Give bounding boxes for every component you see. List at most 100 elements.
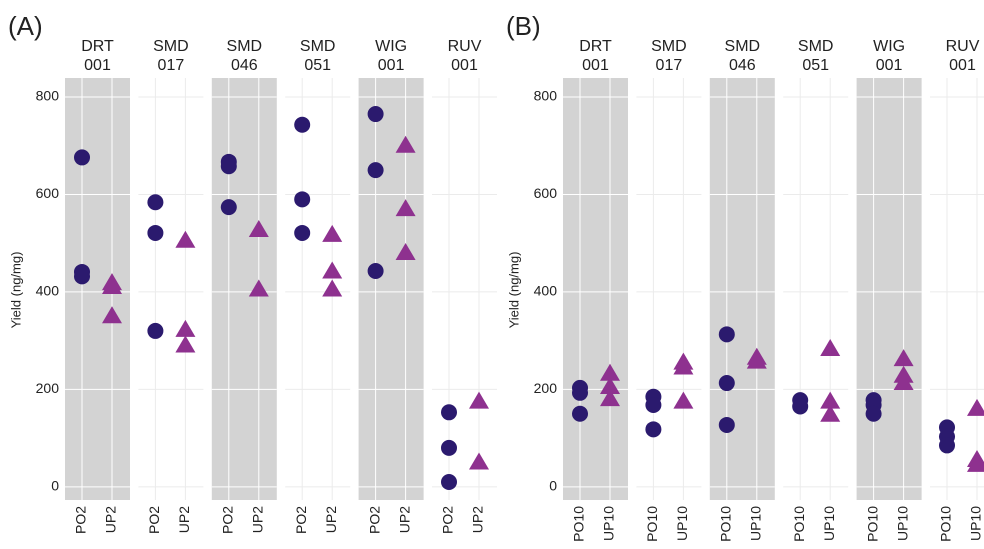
point: [673, 391, 694, 409]
facet-label: 051: [802, 57, 829, 74]
point: [441, 473, 457, 490]
y-tick-label: 600: [534, 185, 558, 201]
x-tick-label: UP2: [396, 506, 412, 533]
facet-label: WIG: [375, 38, 407, 55]
facet-label: SMD: [725, 38, 761, 55]
facet-label: SMD: [798, 38, 834, 55]
point: [469, 391, 489, 409]
point: [395, 242, 416, 260]
point: [395, 135, 416, 153]
facet-label: 001: [84, 57, 111, 74]
facet-label: RUV: [946, 38, 980, 55]
panel-label: (A): [8, 11, 43, 41]
point: [572, 384, 588, 401]
point: [865, 405, 882, 422]
point: [395, 199, 416, 217]
facet-label: 051: [304, 57, 331, 74]
point: [147, 322, 164, 339]
y-tick-label: 800: [36, 88, 60, 104]
point: [367, 162, 384, 179]
facet-label: 001: [451, 57, 478, 74]
panel-label: (B): [506, 11, 541, 41]
facet-label: 017: [158, 57, 185, 74]
y-tick-label: 800: [534, 88, 558, 104]
x-tick-label: PO2: [293, 506, 309, 534]
point: [322, 279, 343, 297]
x-tick-label: PO2: [366, 506, 382, 534]
facet-background: [358, 78, 424, 500]
point: [322, 261, 343, 279]
facet-label: 001: [949, 57, 976, 74]
point: [74, 149, 90, 166]
facet-background: [563, 78, 628, 500]
y-tick-label: 400: [534, 283, 558, 299]
point: [175, 319, 196, 337]
x-tick-label: UP10: [601, 506, 617, 541]
point: [248, 220, 269, 238]
x-tick-label: PO10: [791, 506, 807, 542]
y-axis-label: Yield (ng/mg): [8, 252, 23, 329]
facet-label: 001: [876, 57, 903, 74]
facet-background: [856, 78, 922, 500]
x-tick-label: UP10: [748, 506, 764, 541]
facet-label: WIG: [873, 38, 905, 55]
x-tick-label: PO2: [146, 506, 162, 534]
facet-label: 001: [378, 57, 405, 74]
x-tick-label: UP2: [103, 506, 119, 533]
x-tick-label: UP2: [250, 506, 266, 533]
y-tick-label: 600: [36, 185, 60, 201]
point: [220, 158, 237, 175]
x-tick-label: UP2: [323, 506, 339, 533]
point: [600, 389, 620, 407]
point: [294, 224, 311, 241]
x-tick-label: PO10: [864, 506, 880, 542]
facet-label: SMD: [227, 38, 263, 55]
point: [220, 199, 237, 216]
point: [572, 405, 588, 422]
x-tick-label: PO2: [73, 506, 89, 534]
y-tick-label: 200: [534, 380, 558, 396]
point: [718, 375, 735, 392]
point: [294, 191, 311, 208]
point: [600, 376, 620, 394]
point: [673, 357, 694, 375]
x-tick-label: PO2: [440, 506, 456, 534]
point: [175, 335, 196, 353]
point: [147, 224, 164, 241]
point: [967, 398, 984, 416]
x-tick-label: UP10: [894, 506, 910, 541]
x-tick-label: UP10: [821, 506, 837, 541]
point: [645, 421, 662, 438]
point: [322, 224, 343, 242]
facet-background: [211, 78, 277, 500]
facet-label: 046: [231, 57, 258, 74]
facet-label: DRT: [579, 38, 612, 55]
x-tick-label: UP10: [968, 506, 984, 541]
point: [600, 363, 620, 381]
x-tick-label: PO10: [571, 506, 587, 542]
y-tick-label: 400: [36, 283, 60, 299]
point: [792, 398, 809, 415]
x-tick-label: PO2: [220, 506, 236, 534]
x-tick-label: UP2: [470, 506, 486, 533]
x-tick-label: PO10: [718, 506, 734, 542]
point: [939, 437, 955, 454]
facet-label: SMD: [651, 38, 687, 55]
point: [718, 416, 735, 433]
y-axis-label: Yield (ng/mg): [506, 252, 521, 329]
x-tick-label: UP2: [176, 506, 192, 533]
point: [469, 452, 489, 470]
point: [441, 439, 457, 456]
point: [102, 277, 122, 295]
point: [441, 404, 457, 421]
point: [718, 326, 735, 343]
point: [820, 391, 841, 409]
point: [294, 116, 311, 133]
y-tick-label: 200: [36, 380, 60, 396]
x-tick-label: UP10: [674, 506, 690, 541]
facet-label: SMD: [300, 38, 336, 55]
point: [645, 396, 662, 413]
point: [367, 262, 384, 279]
point: [74, 268, 90, 285]
